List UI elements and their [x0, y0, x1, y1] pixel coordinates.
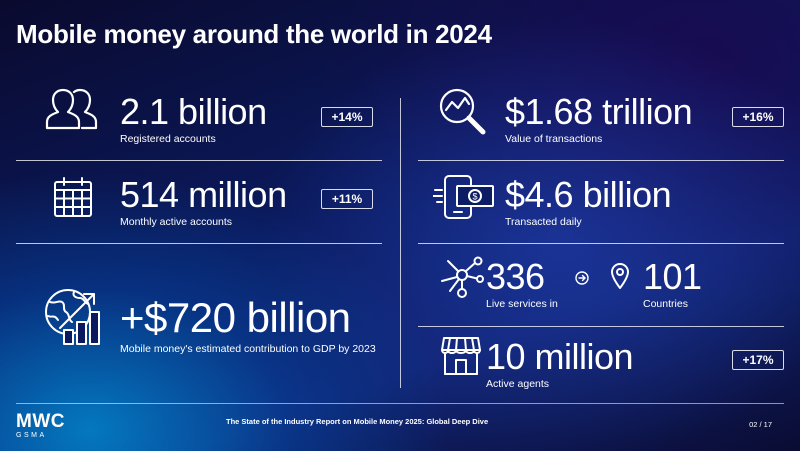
monthly-active-value: 514 million: [120, 174, 287, 215]
live-services-label: Live services in: [486, 298, 558, 310]
countries-label: Countries: [643, 298, 688, 310]
transacted-daily-value: $4.6 billion: [505, 174, 672, 215]
divider-left-1: [16, 160, 382, 161]
users-icon: [44, 88, 104, 132]
page-title: Mobile money around the world in 2024: [16, 19, 492, 49]
registered-accounts-change-badge: +14%: [321, 107, 373, 127]
divider-vertical: [400, 98, 401, 388]
divider-right-2: [418, 243, 784, 244]
divider-right-1: [418, 160, 784, 161]
gdp-contribution-value: +$720 billion: [120, 294, 351, 341]
calendar-icon: [53, 176, 93, 218]
mwc-gsma-logo: MWC GSMA: [16, 412, 65, 439]
divider-left-2: [16, 243, 382, 244]
divider-bottom: [16, 403, 784, 404]
location-pin-icon: [610, 262, 630, 292]
monthly-active-change-badge: +11%: [321, 189, 373, 209]
transaction-value: $1.68 trillion: [505, 91, 693, 132]
network-icon: [440, 255, 484, 299]
transaction-change-badge: +16%: [732, 107, 784, 127]
globe-growth-icon: [44, 286, 106, 348]
transaction-value-label: Value of transactions: [505, 133, 603, 145]
report-title: The State of the Industry Report on Mobi…: [226, 417, 489, 426]
active-agents-change-badge: +17%: [732, 350, 784, 370]
phone-cash-icon: $: [433, 174, 497, 220]
page-number: 02 / 17: [749, 420, 772, 429]
active-agents-value: 10 million: [486, 336, 634, 377]
divider-right-3: [418, 326, 784, 327]
storefront-icon: [440, 336, 482, 376]
svg-text:$: $: [472, 192, 477, 202]
arrow-right-circle-icon: [575, 271, 589, 285]
transacted-daily-label: Transacted daily: [505, 216, 582, 228]
logo-gsma: GSMA: [16, 432, 47, 439]
chart-magnifier-icon: [437, 86, 487, 136]
registered-accounts-value: 2.1 billion: [120, 91, 267, 132]
registered-accounts-label: Registered accounts: [120, 133, 216, 145]
live-services-value: 336: [486, 256, 545, 297]
monthly-active-label: Monthly active accounts: [120, 216, 233, 228]
active-agents-label: Active agents: [486, 378, 550, 390]
countries-value: 101: [643, 256, 702, 297]
gdp-contribution-label: Mobile money's estimated contribution to…: [120, 343, 376, 355]
logo-mwc: MWC: [16, 411, 65, 432]
